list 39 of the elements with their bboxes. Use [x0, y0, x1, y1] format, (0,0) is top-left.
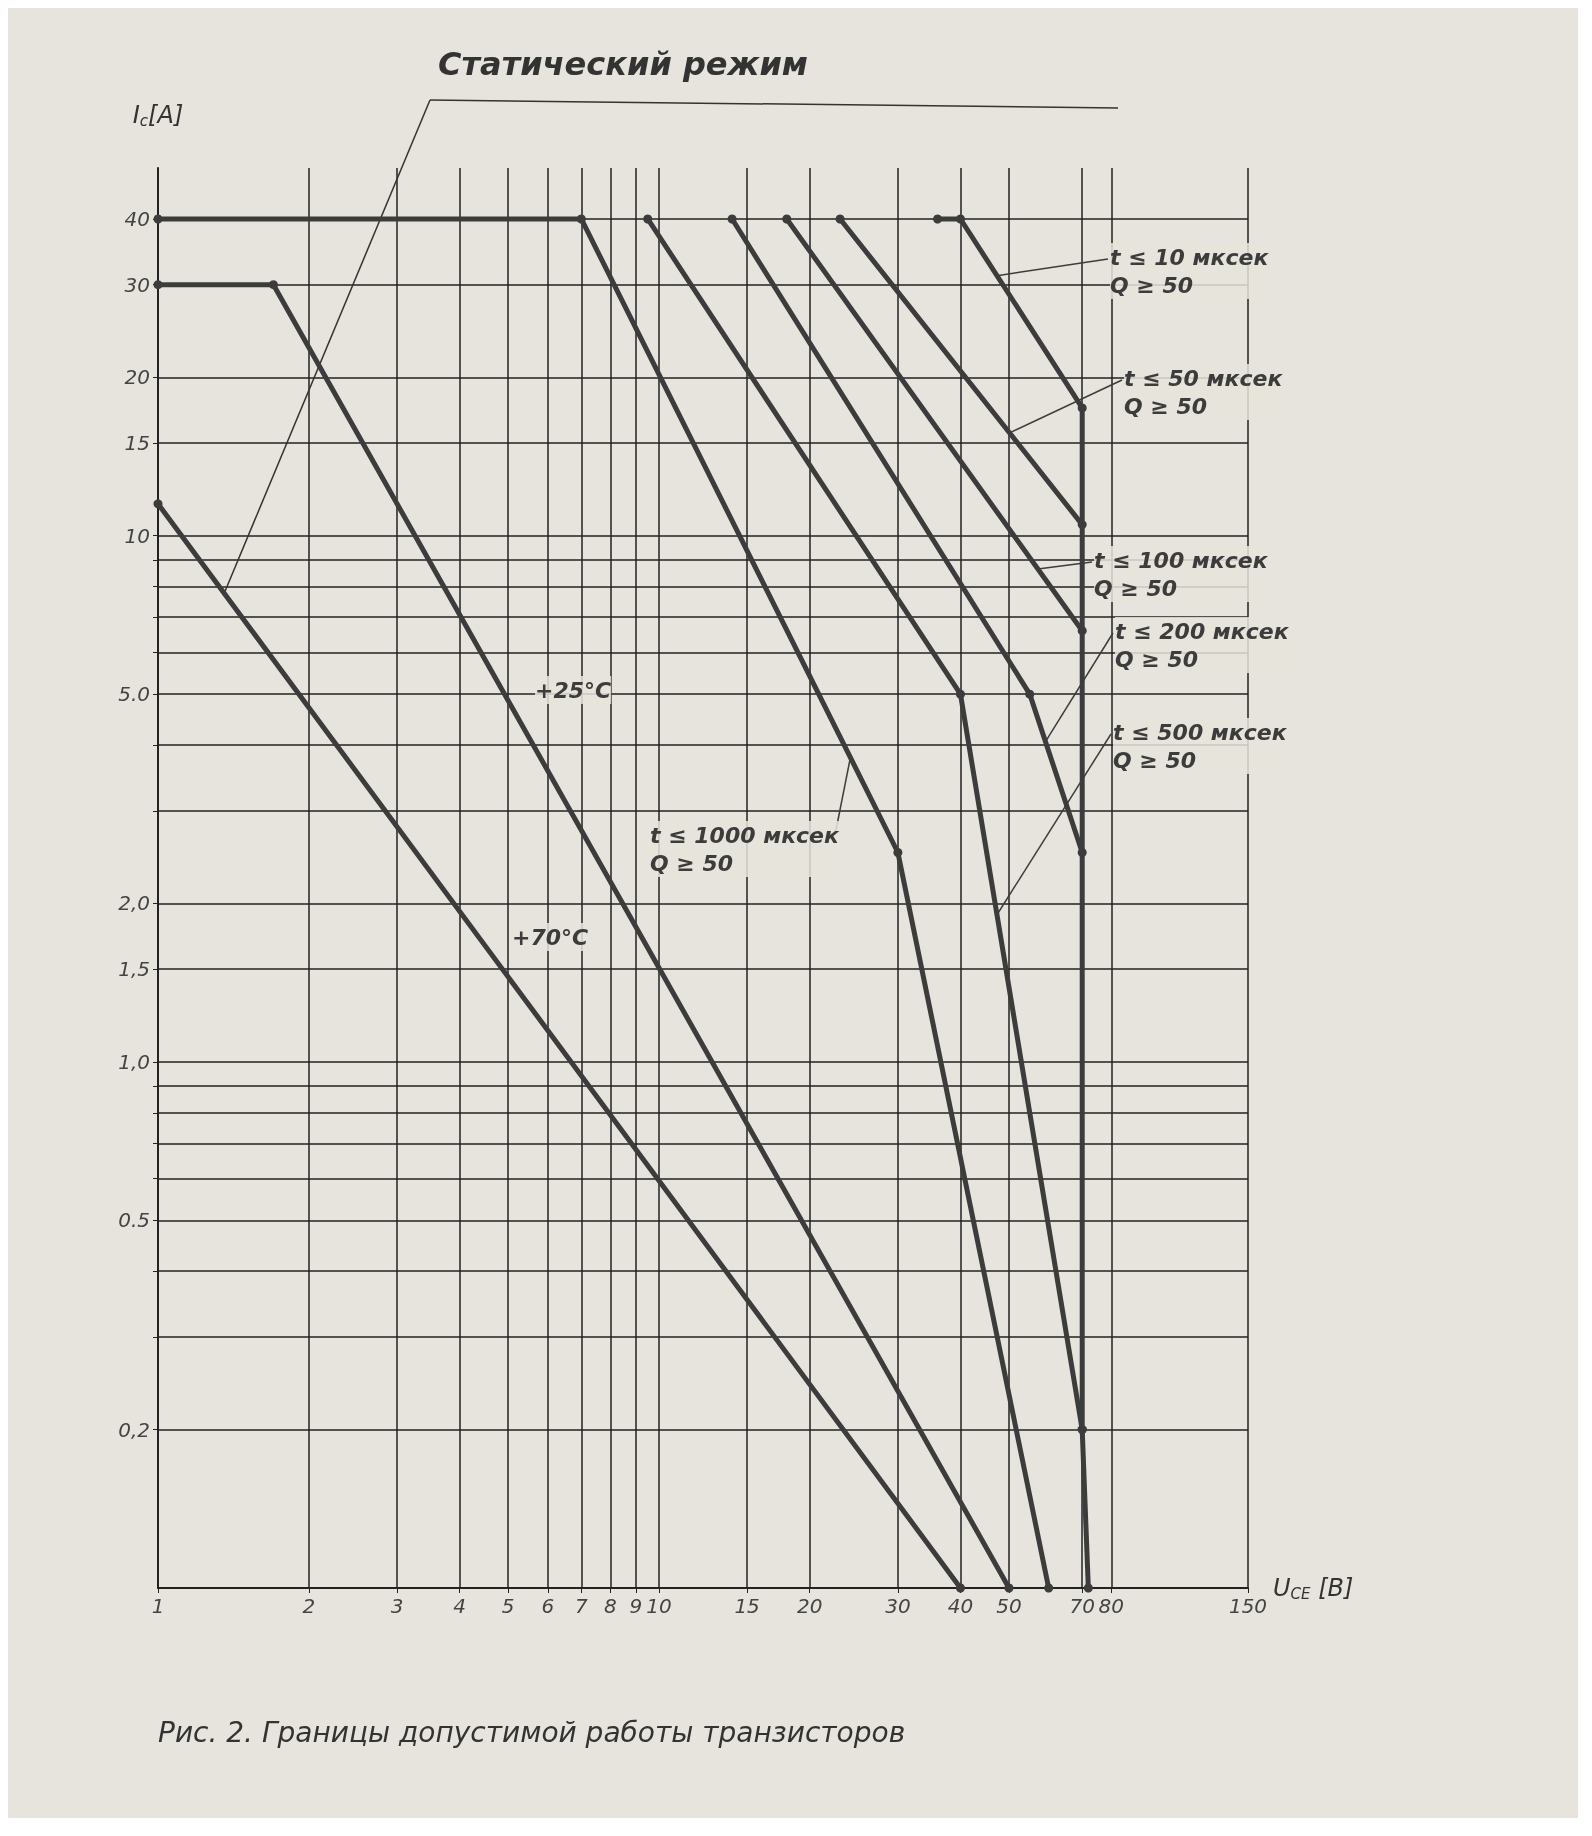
text: t ≤ 500 мксек Q ≥ 50	[1113, 719, 1288, 773]
series-label: +25°C	[535, 677, 612, 703]
x-tick-label: 5	[501, 1594, 515, 1618]
x-tick-label: 6	[541, 1594, 555, 1618]
y-tick-label: 0.5	[118, 1208, 150, 1233]
x-tick-label: 8	[603, 1594, 617, 1618]
x-tick-label: 9	[629, 1594, 643, 1618]
x-tick-label: 40	[947, 1594, 974, 1618]
y-tick-label: 2,0	[118, 891, 150, 916]
y-tick-label: 5.0	[118, 682, 150, 707]
y-tick-label: 30	[124, 272, 150, 297]
text: t ≤ 200 мксек Q ≥ 50	[1115, 618, 1290, 672]
y-tick-label: 1,5	[118, 957, 150, 982]
x-tick-label: 10	[646, 1594, 672, 1618]
legend-label: t ≤ 100 мксек Q ≥ 50	[1094, 547, 1269, 601]
y-tick-label: 20	[124, 365, 150, 390]
x-tick-label: 4	[453, 1594, 466, 1618]
x-tick-label: 70	[1069, 1594, 1095, 1618]
x-tick-label: 20	[796, 1594, 823, 1618]
y-tick-label: 15	[124, 431, 150, 456]
x-tick-label: 30	[885, 1594, 911, 1618]
x-tick-label: 15	[734, 1594, 760, 1618]
x-tick-label: 3	[390, 1594, 404, 1618]
y-tick-label: 0,2	[118, 1417, 150, 1442]
text: t ≤ 50 мксек Q ≥ 50	[1124, 365, 1284, 419]
series-label: +70°C	[512, 924, 589, 950]
annotation: Статический режим	[438, 45, 808, 83]
x-tick-label: 50	[996, 1594, 1022, 1618]
x-tick-label: 2	[302, 1594, 316, 1618]
x-tick-label: 150	[1228, 1594, 1268, 1618]
x-tick-label: 1	[151, 1594, 165, 1618]
x-tick-label: 7	[574, 1594, 588, 1618]
y-tick-label: 10	[124, 523, 150, 548]
y-tick-label: 40	[124, 206, 150, 231]
series-label: t ≤ 1000 мксек Q ≥ 50	[650, 822, 841, 876]
y-tick-label: 1,0	[118, 1049, 150, 1074]
text: t ≤ 10 мксек Q ≥ 50	[1110, 244, 1270, 298]
x-tick-label: 80	[1098, 1594, 1124, 1618]
text: Рис. 2. Границы допустимой работы транзисторов	[158, 1715, 906, 1749]
